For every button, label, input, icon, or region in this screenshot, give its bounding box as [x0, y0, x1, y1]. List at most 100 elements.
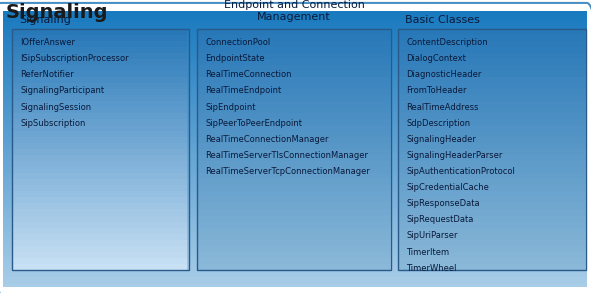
Text: SipRequestData: SipRequestData: [406, 215, 473, 224]
Bar: [3, 21, 587, 25]
Text: EndpointState: EndpointState: [205, 54, 265, 63]
Bar: [198, 191, 390, 197]
Bar: [399, 179, 585, 185]
Bar: [3, 231, 587, 236]
Text: SipPeerToPeerEndpoint: SipPeerToPeerEndpoint: [205, 119, 302, 128]
Text: RealTimeServerTlsConnectionManager: RealTimeServerTlsConnectionManager: [205, 151, 368, 160]
Text: SignalingSession: SignalingSession: [20, 103, 91, 112]
Text: ReferNotifier: ReferNotifier: [20, 70, 74, 79]
Bar: [3, 39, 587, 43]
Bar: [13, 203, 187, 209]
Text: RealTimeAddress: RealTimeAddress: [406, 103, 479, 112]
Bar: [13, 233, 187, 240]
Bar: [13, 161, 187, 168]
Bar: [3, 255, 587, 260]
Bar: [13, 179, 187, 185]
Bar: [198, 125, 390, 132]
Bar: [3, 159, 587, 163]
Bar: [13, 137, 187, 144]
Bar: [198, 131, 390, 137]
Bar: [3, 173, 587, 177]
Text: TimerWheel: TimerWheel: [406, 264, 456, 273]
Text: TimerItem: TimerItem: [406, 248, 449, 257]
Bar: [198, 47, 390, 53]
Bar: [3, 197, 587, 201]
Bar: [3, 221, 587, 225]
Bar: [3, 56, 587, 60]
Text: SdpDescription: SdpDescription: [406, 119, 470, 128]
Bar: [3, 156, 587, 160]
Bar: [3, 90, 587, 94]
Bar: [13, 125, 187, 132]
Bar: [399, 59, 585, 65]
Bar: [3, 84, 587, 87]
Text: SignalingHeader: SignalingHeader: [406, 135, 476, 144]
Bar: [399, 257, 585, 264]
Bar: [198, 95, 390, 101]
Bar: [3, 190, 587, 194]
Bar: [198, 71, 390, 77]
Bar: [198, 77, 390, 84]
Bar: [13, 41, 187, 47]
Bar: [13, 119, 187, 125]
Bar: [3, 245, 587, 249]
Bar: [3, 252, 587, 256]
Text: IOfferAnswer: IOfferAnswer: [20, 38, 75, 47]
Bar: [3, 135, 587, 139]
Bar: [198, 203, 390, 209]
Bar: [3, 52, 587, 57]
Bar: [3, 76, 587, 81]
Bar: [3, 259, 587, 263]
Bar: [3, 228, 587, 232]
Bar: [399, 251, 585, 258]
Bar: [399, 209, 585, 216]
Bar: [198, 257, 390, 264]
Bar: [3, 125, 587, 129]
Bar: [13, 209, 187, 216]
Bar: [13, 83, 187, 89]
Bar: [198, 137, 390, 144]
Bar: [399, 47, 585, 53]
Bar: [3, 211, 587, 215]
Bar: [399, 185, 585, 192]
Bar: [198, 173, 390, 179]
Bar: [3, 239, 587, 242]
Bar: [13, 47, 187, 53]
Bar: [3, 242, 587, 246]
Bar: [198, 245, 390, 251]
Bar: [3, 283, 587, 287]
Bar: [399, 149, 585, 155]
Bar: [3, 169, 587, 173]
Text: SipCredentialCache: SipCredentialCache: [406, 183, 489, 192]
Bar: [3, 73, 587, 77]
Bar: [3, 269, 587, 273]
Bar: [399, 263, 585, 270]
Bar: [3, 63, 587, 67]
Text: SignalingHeaderParser: SignalingHeaderParser: [406, 151, 502, 160]
Bar: [13, 239, 187, 246]
Text: SipSubscription: SipSubscription: [20, 119, 86, 128]
Bar: [399, 119, 585, 125]
Bar: [399, 191, 585, 197]
Bar: [399, 53, 585, 59]
Bar: [3, 214, 587, 218]
Bar: [399, 101, 585, 108]
Bar: [3, 218, 587, 222]
Text: SignalingParticipant: SignalingParticipant: [20, 86, 104, 96]
Bar: [399, 131, 585, 137]
Bar: [198, 41, 390, 47]
Bar: [13, 173, 187, 179]
Bar: [3, 194, 587, 197]
Bar: [399, 161, 585, 168]
Bar: [399, 95, 585, 101]
Bar: [399, 155, 585, 161]
Text: Signaling: Signaling: [19, 15, 71, 25]
Text: SipAuthenticationProtocol: SipAuthenticationProtocol: [406, 167, 515, 176]
Bar: [13, 77, 187, 84]
Bar: [3, 15, 587, 19]
Bar: [3, 224, 587, 229]
Bar: [399, 29, 585, 35]
Bar: [399, 107, 585, 113]
Bar: [198, 53, 390, 59]
Bar: [13, 35, 187, 41]
